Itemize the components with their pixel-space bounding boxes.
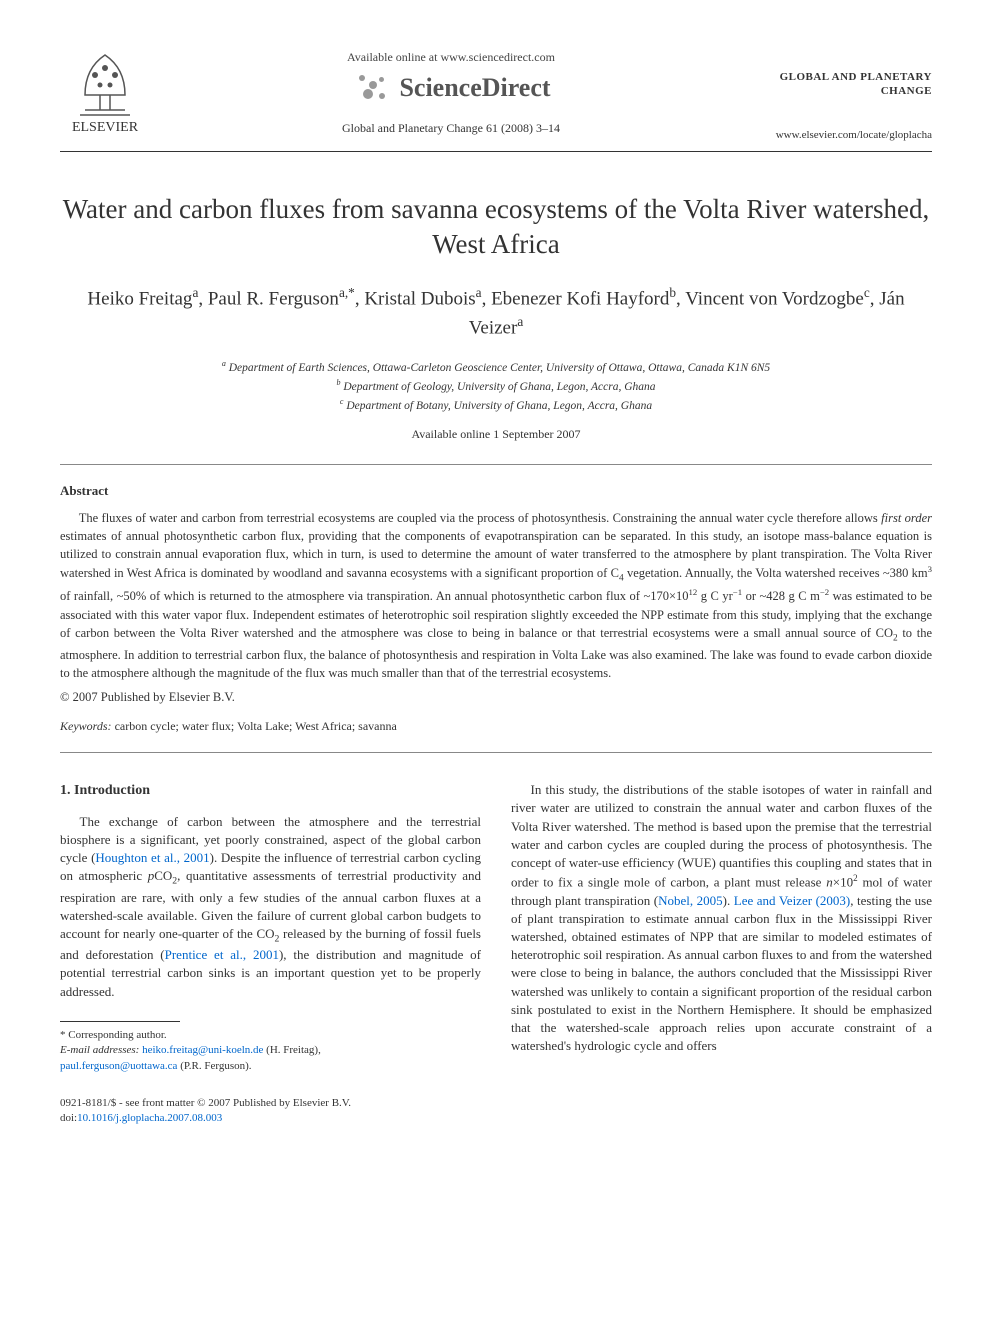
corresponding-author: * Corresponding author. — [60, 1028, 481, 1043]
email-line: E-mail addresses: heiko.freitag@uni-koel… — [60, 1043, 481, 1058]
front-matter-line: 0921-8181/$ - see front matter © 2007 Pu… — [60, 1096, 481, 1111]
journal-name-box: GLOBAL AND PLANETARY CHANGE — [752, 70, 932, 99]
section-title: Introduction — [74, 783, 150, 798]
keywords-line: Keywords: carbon cycle; water flux; Volt… — [60, 719, 932, 734]
page-container: ELSEVIER Available online at www.science… — [0, 0, 992, 1167]
keywords-label: Keywords: — [60, 719, 112, 733]
footnote-block: * Corresponding author. E-mail addresses… — [60, 1028, 481, 1074]
footer-info: 0921-8181/$ - see front matter © 2007 Pu… — [60, 1096, 481, 1127]
elsevier-logo: ELSEVIER — [60, 50, 150, 136]
section-heading: 1. Introduction — [60, 781, 481, 801]
email-line-2: paul.ferguson@uottawa.ca (P.R. Ferguson)… — [60, 1059, 481, 1074]
left-column: 1. Introduction The exchange of carbon b… — [60, 781, 481, 1127]
affiliations: a Department of Earth Sciences, Ottawa-C… — [60, 358, 932, 415]
header-row: ELSEVIER Available online at www.science… — [60, 50, 932, 141]
email-link-1[interactable]: heiko.freitag@uni-koeln.de — [142, 1044, 263, 1056]
doi-label: doi: — [60, 1112, 77, 1124]
header-divider — [60, 151, 932, 152]
center-header: Available online at www.sciencedirect.co… — [150, 50, 752, 136]
sciencedirect-text: ScienceDirect — [399, 73, 550, 103]
article-title: Water and carbon fluxes from savanna eco… — [60, 192, 932, 262]
affiliation-a: a Department of Earth Sciences, Ottawa-C… — [60, 358, 932, 377]
available-date: Available online 1 September 2007 — [60, 427, 932, 442]
abstract-top-divider — [60, 464, 932, 465]
email-attr-1: (H. Freitag), — [266, 1044, 321, 1056]
abstract-heading: Abstract — [60, 483, 932, 499]
doi-line: doi:10.1016/j.gloplacha.2007.08.003 — [60, 1111, 481, 1126]
elsevier-label: ELSEVIER — [72, 120, 138, 136]
intro-paragraph-right: In this study, the distributions of the … — [511, 781, 932, 1055]
email-label: E-mail addresses: — [60, 1044, 139, 1056]
abstract-text: The fluxes of water and carbon from terr… — [60, 509, 932, 682]
footnote-separator — [60, 1021, 180, 1022]
intro-paragraph-left: The exchange of carbon between the atmos… — [60, 813, 481, 1001]
journal-citation: Global and Planetary Change 61 (2008) 3–… — [150, 121, 752, 136]
body-columns: 1. Introduction The exchange of carbon b… — [60, 781, 932, 1127]
elsevier-tree-icon — [65, 50, 145, 120]
email-link-2[interactable]: paul.ferguson@uottawa.ca — [60, 1060, 177, 1072]
doi-link[interactable]: 10.1016/j.gloplacha.2007.08.003 — [77, 1112, 222, 1124]
available-online-text: Available online at www.sciencedirect.co… — [150, 50, 752, 65]
sciencedirect-dots-icon — [351, 73, 391, 103]
abstract-copyright: © 2007 Published by Elsevier B.V. — [60, 690, 932, 705]
keywords-text: carbon cycle; water flux; Volta Lake; We… — [115, 719, 397, 733]
affiliation-b: b Department of Geology, University of G… — [60, 377, 932, 396]
abstract-bottom-divider — [60, 752, 932, 753]
authors-list: Heiko Freitaga, Paul R. Fergusona,*, Kri… — [60, 284, 932, 342]
section-number: 1. — [60, 783, 71, 798]
journal-name-line2: CHANGE — [752, 84, 932, 98]
right-header: GLOBAL AND PLANETARY CHANGE www.elsevier… — [752, 50, 932, 141]
journal-name-line1: GLOBAL AND PLANETARY — [752, 70, 932, 84]
right-column: In this study, the distributions of the … — [511, 781, 932, 1127]
affiliation-c: c Department of Botany, University of Gh… — [60, 396, 932, 415]
journal-url: www.elsevier.com/locate/gloplacha — [752, 129, 932, 141]
sciencedirect-logo: ScienceDirect — [150, 73, 752, 103]
email-attr-2: (P.R. Ferguson). — [180, 1060, 251, 1072]
